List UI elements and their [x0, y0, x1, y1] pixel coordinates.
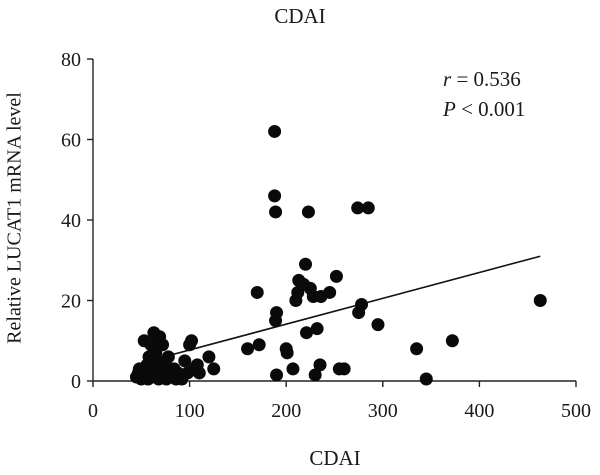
data-point	[192, 366, 206, 380]
data-point	[299, 326, 313, 340]
data-point	[268, 124, 282, 138]
data-point	[355, 298, 369, 312]
data-point	[270, 368, 284, 382]
data-point	[310, 322, 324, 336]
data-point	[301, 205, 315, 219]
data-point	[250, 285, 264, 299]
data-point	[299, 257, 313, 271]
data-point	[308, 368, 322, 382]
x-tick-label: 200	[271, 400, 301, 422]
data-point	[410, 342, 424, 356]
data-point	[270, 306, 284, 320]
x-tick-label: 0	[88, 400, 98, 422]
y-tick-label: 40	[61, 210, 81, 232]
r-value: = 0.536	[451, 67, 521, 91]
data-point	[351, 201, 365, 215]
data-point	[185, 334, 199, 348]
data-point	[178, 354, 192, 368]
x-tick-label: 100	[175, 400, 205, 422]
data-point	[269, 205, 283, 219]
data-point	[361, 201, 375, 215]
r-statistic: r = 0.536	[443, 64, 525, 94]
data-point	[207, 362, 221, 376]
data-point	[252, 338, 266, 352]
data-point	[280, 346, 294, 360]
data-point	[268, 189, 282, 203]
data-point	[371, 318, 385, 332]
data-point	[419, 372, 433, 386]
p-symbol: P	[443, 97, 456, 121]
regression-line	[141, 255, 541, 364]
data-point	[156, 338, 170, 352]
data-point	[241, 342, 255, 356]
correlation-annotation: r = 0.536 P < 0.001	[443, 64, 525, 124]
data-point	[286, 362, 300, 376]
p-statistic: P < 0.001	[443, 94, 525, 124]
x-tick-label: 300	[368, 400, 398, 422]
x-tick-label: 500	[561, 400, 591, 422]
y-tick-label: 20	[61, 291, 81, 313]
data-point	[329, 269, 343, 283]
x-tick-label: 400	[464, 400, 494, 422]
data-point	[313, 358, 327, 372]
data-point	[445, 334, 459, 348]
data-point	[337, 362, 351, 376]
chart-title: CDAI	[274, 4, 326, 28]
p-value: < 0.001	[455, 97, 526, 121]
data-point	[323, 285, 337, 299]
data-point	[533, 294, 547, 307]
data-point	[161, 350, 175, 364]
r-symbol: r	[443, 67, 452, 91]
x-axis-label: CDAI	[309, 446, 361, 470]
y-tick-label: 0	[71, 371, 81, 393]
data-point	[202, 350, 216, 364]
y-tick-label: 60	[61, 130, 81, 152]
y-tick-label: 80	[61, 49, 81, 71]
